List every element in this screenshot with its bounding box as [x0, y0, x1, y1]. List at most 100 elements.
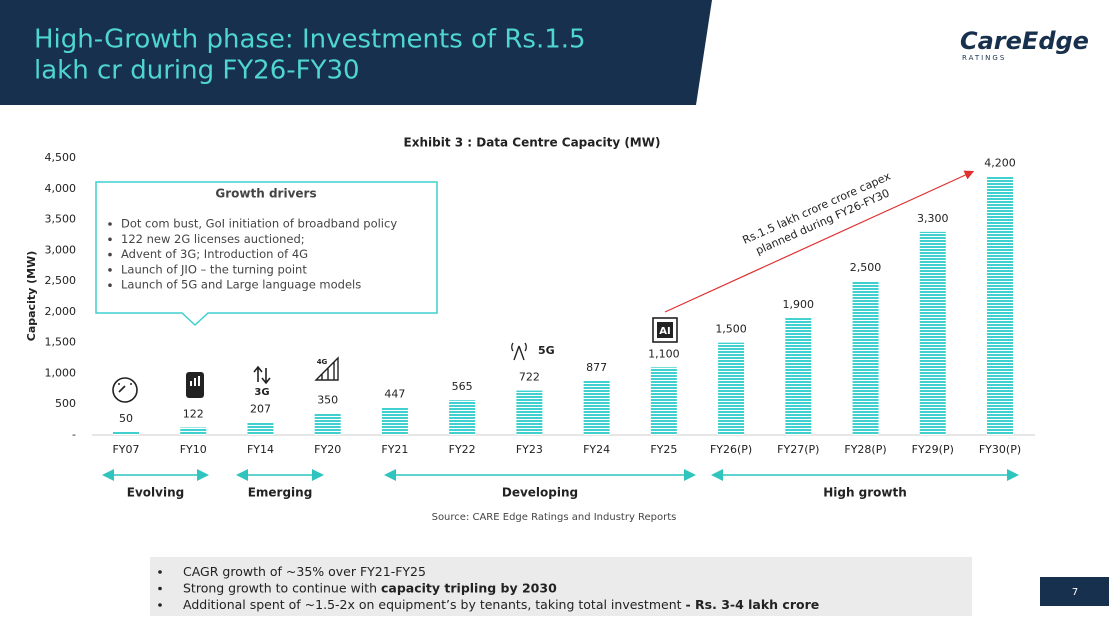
value-label: 1,100 — [648, 347, 680, 360]
bar — [113, 431, 139, 435]
bar — [247, 422, 274, 435]
value-label: 1,900 — [783, 298, 815, 311]
icon-5g-antenna — [511, 342, 527, 361]
x-tick-label: FY24 — [583, 443, 610, 456]
bullet-dot — [108, 283, 112, 288]
logo: CareEdge — [960, 27, 1089, 55]
bullet-dot — [108, 268, 112, 272]
phase-label: Emerging — [248, 486, 313, 500]
phase-label: Developing — [502, 486, 578, 500]
x-tick-label: FY23 — [516, 443, 543, 456]
x-tick-label: FY10 — [180, 443, 207, 456]
logo-sub: RATINGS — [962, 54, 1006, 62]
icon-4g-signal — [314, 356, 339, 381]
value-label: 4,200 — [984, 156, 1016, 169]
driver-item: Launch of JIO – the turning point — [121, 262, 307, 276]
bar — [449, 400, 476, 435]
icon-gauge — [112, 377, 138, 403]
bullet-part: capacity tripling by 2030 — [381, 580, 557, 595]
icon-label: 5G — [538, 344, 555, 357]
annotation: Rs.1.5 lakh crore crore capex planned du… — [741, 169, 893, 257]
bar — [180, 427, 207, 435]
header-title: High-Growth phase: Investments of Rs.1.5 — [34, 25, 586, 55]
y-tick-label: 2,500 — [45, 274, 77, 287]
icon-3g-arrows — [253, 365, 271, 385]
value-label: 207 — [250, 402, 271, 415]
bullet-dot — [158, 586, 162, 591]
bullet-part: - Rs. 3-4 lakh crore — [686, 597, 820, 612]
y-tick-label: - — [72, 428, 76, 441]
summary-box — [150, 557, 972, 616]
bullet-dot — [158, 603, 162, 607]
bar — [785, 318, 812, 435]
value-label: 565 — [452, 380, 473, 393]
value-label: 3,300 — [917, 212, 949, 225]
x-tick-label: FY30(P) — [979, 443, 1021, 456]
value-label: 447 — [384, 387, 405, 400]
bullet-dot — [108, 222, 112, 226]
icon-label: 3G — [254, 387, 269, 398]
summary-bullet: Additional spent of ~1.5-2x on equipment… — [183, 597, 819, 612]
x-tick-label: FY28(P) — [844, 443, 886, 456]
x-tick-label: FY14 — [247, 443, 274, 456]
phase-label: High growth — [823, 486, 907, 500]
bar — [583, 381, 610, 435]
y-tick-label: 3,500 — [45, 213, 77, 226]
bar — [852, 281, 879, 435]
value-label: 350 — [317, 393, 338, 406]
x-tick-label: FY22 — [449, 443, 476, 456]
bullet-part: Additional spent of ~1.5-2x on equipment… — [183, 597, 686, 612]
icon-ai-chip — [652, 317, 678, 343]
page-number-box — [1040, 577, 1109, 606]
phase-label: Evolving — [127, 486, 184, 500]
drivers-box — [95, 181, 438, 327]
value-label: 1,500 — [715, 323, 747, 336]
driver-item: Launch of 5G and Large language models — [121, 278, 361, 292]
value-label: 2,500 — [850, 261, 882, 274]
y-tick-label: 1,000 — [45, 366, 77, 379]
y-tick-label: 4,000 — [45, 182, 77, 195]
icon-label: 4G — [317, 358, 328, 366]
y-axis-label: Capacity (MW) — [25, 251, 38, 341]
bar — [516, 390, 543, 435]
x-tick-label: FY20 — [314, 443, 341, 456]
growth-arrow — [664, 170, 975, 313]
x-tick-label: FY25 — [650, 443, 677, 456]
header-band — [0, 0, 712, 105]
drivers-title: Growth drivers — [215, 187, 316, 201]
y-tick-label: 3,000 — [45, 243, 77, 256]
bullet-part: Strong growth to continue with — [183, 580, 381, 595]
value-label: 50 — [119, 412, 133, 425]
x-tick-label: FY07 — [112, 443, 139, 456]
page-number: 7 — [1072, 587, 1078, 598]
bar — [314, 413, 341, 435]
driver-item: Advent of 3G; Introduction of 4G — [121, 247, 308, 261]
value-label: 122 — [183, 407, 204, 420]
value-label: 722 — [519, 371, 540, 384]
bullet-part: CAGR growth of ~35% over FY21-FY25 — [183, 564, 426, 579]
bar — [381, 407, 408, 435]
x-tick-label: FY29(P) — [912, 443, 954, 456]
driver-item: Dot com bust, GoI initiation of broadban… — [121, 217, 397, 231]
driver-item: 122 new 2G licenses auctioned; — [121, 232, 305, 246]
x-tick-label: FY26(P) — [710, 443, 752, 456]
annotation-line: Rs.1.5 lakh crore crore capex — [741, 169, 893, 246]
y-tick-label: 1,500 — [45, 336, 77, 349]
x-tick-label: FY27(P) — [777, 443, 819, 456]
bullet-dot — [158, 570, 162, 574]
summary-bullet: CAGR growth of ~35% over FY21-FY25 — [183, 564, 426, 579]
y-tick-label: 500 — [55, 397, 76, 410]
y-tick-label: 4,500 — [45, 151, 77, 164]
icon-phone — [186, 372, 204, 398]
bar — [650, 367, 677, 435]
y-tick-label: 2,000 — [45, 305, 77, 318]
icon-label: AI — [659, 326, 670, 337]
header-title: lakh cr during FY26-FY30 — [34, 56, 360, 86]
summary-bullet: Strong growth to continue with capacity … — [183, 580, 557, 595]
source: Source: CARE Edge Ratings and Industry R… — [432, 512, 677, 523]
bullet-dot — [108, 252, 112, 257]
bar — [919, 231, 946, 435]
bullet-dot — [108, 237, 112, 242]
x-tick-label: FY21 — [381, 443, 408, 456]
